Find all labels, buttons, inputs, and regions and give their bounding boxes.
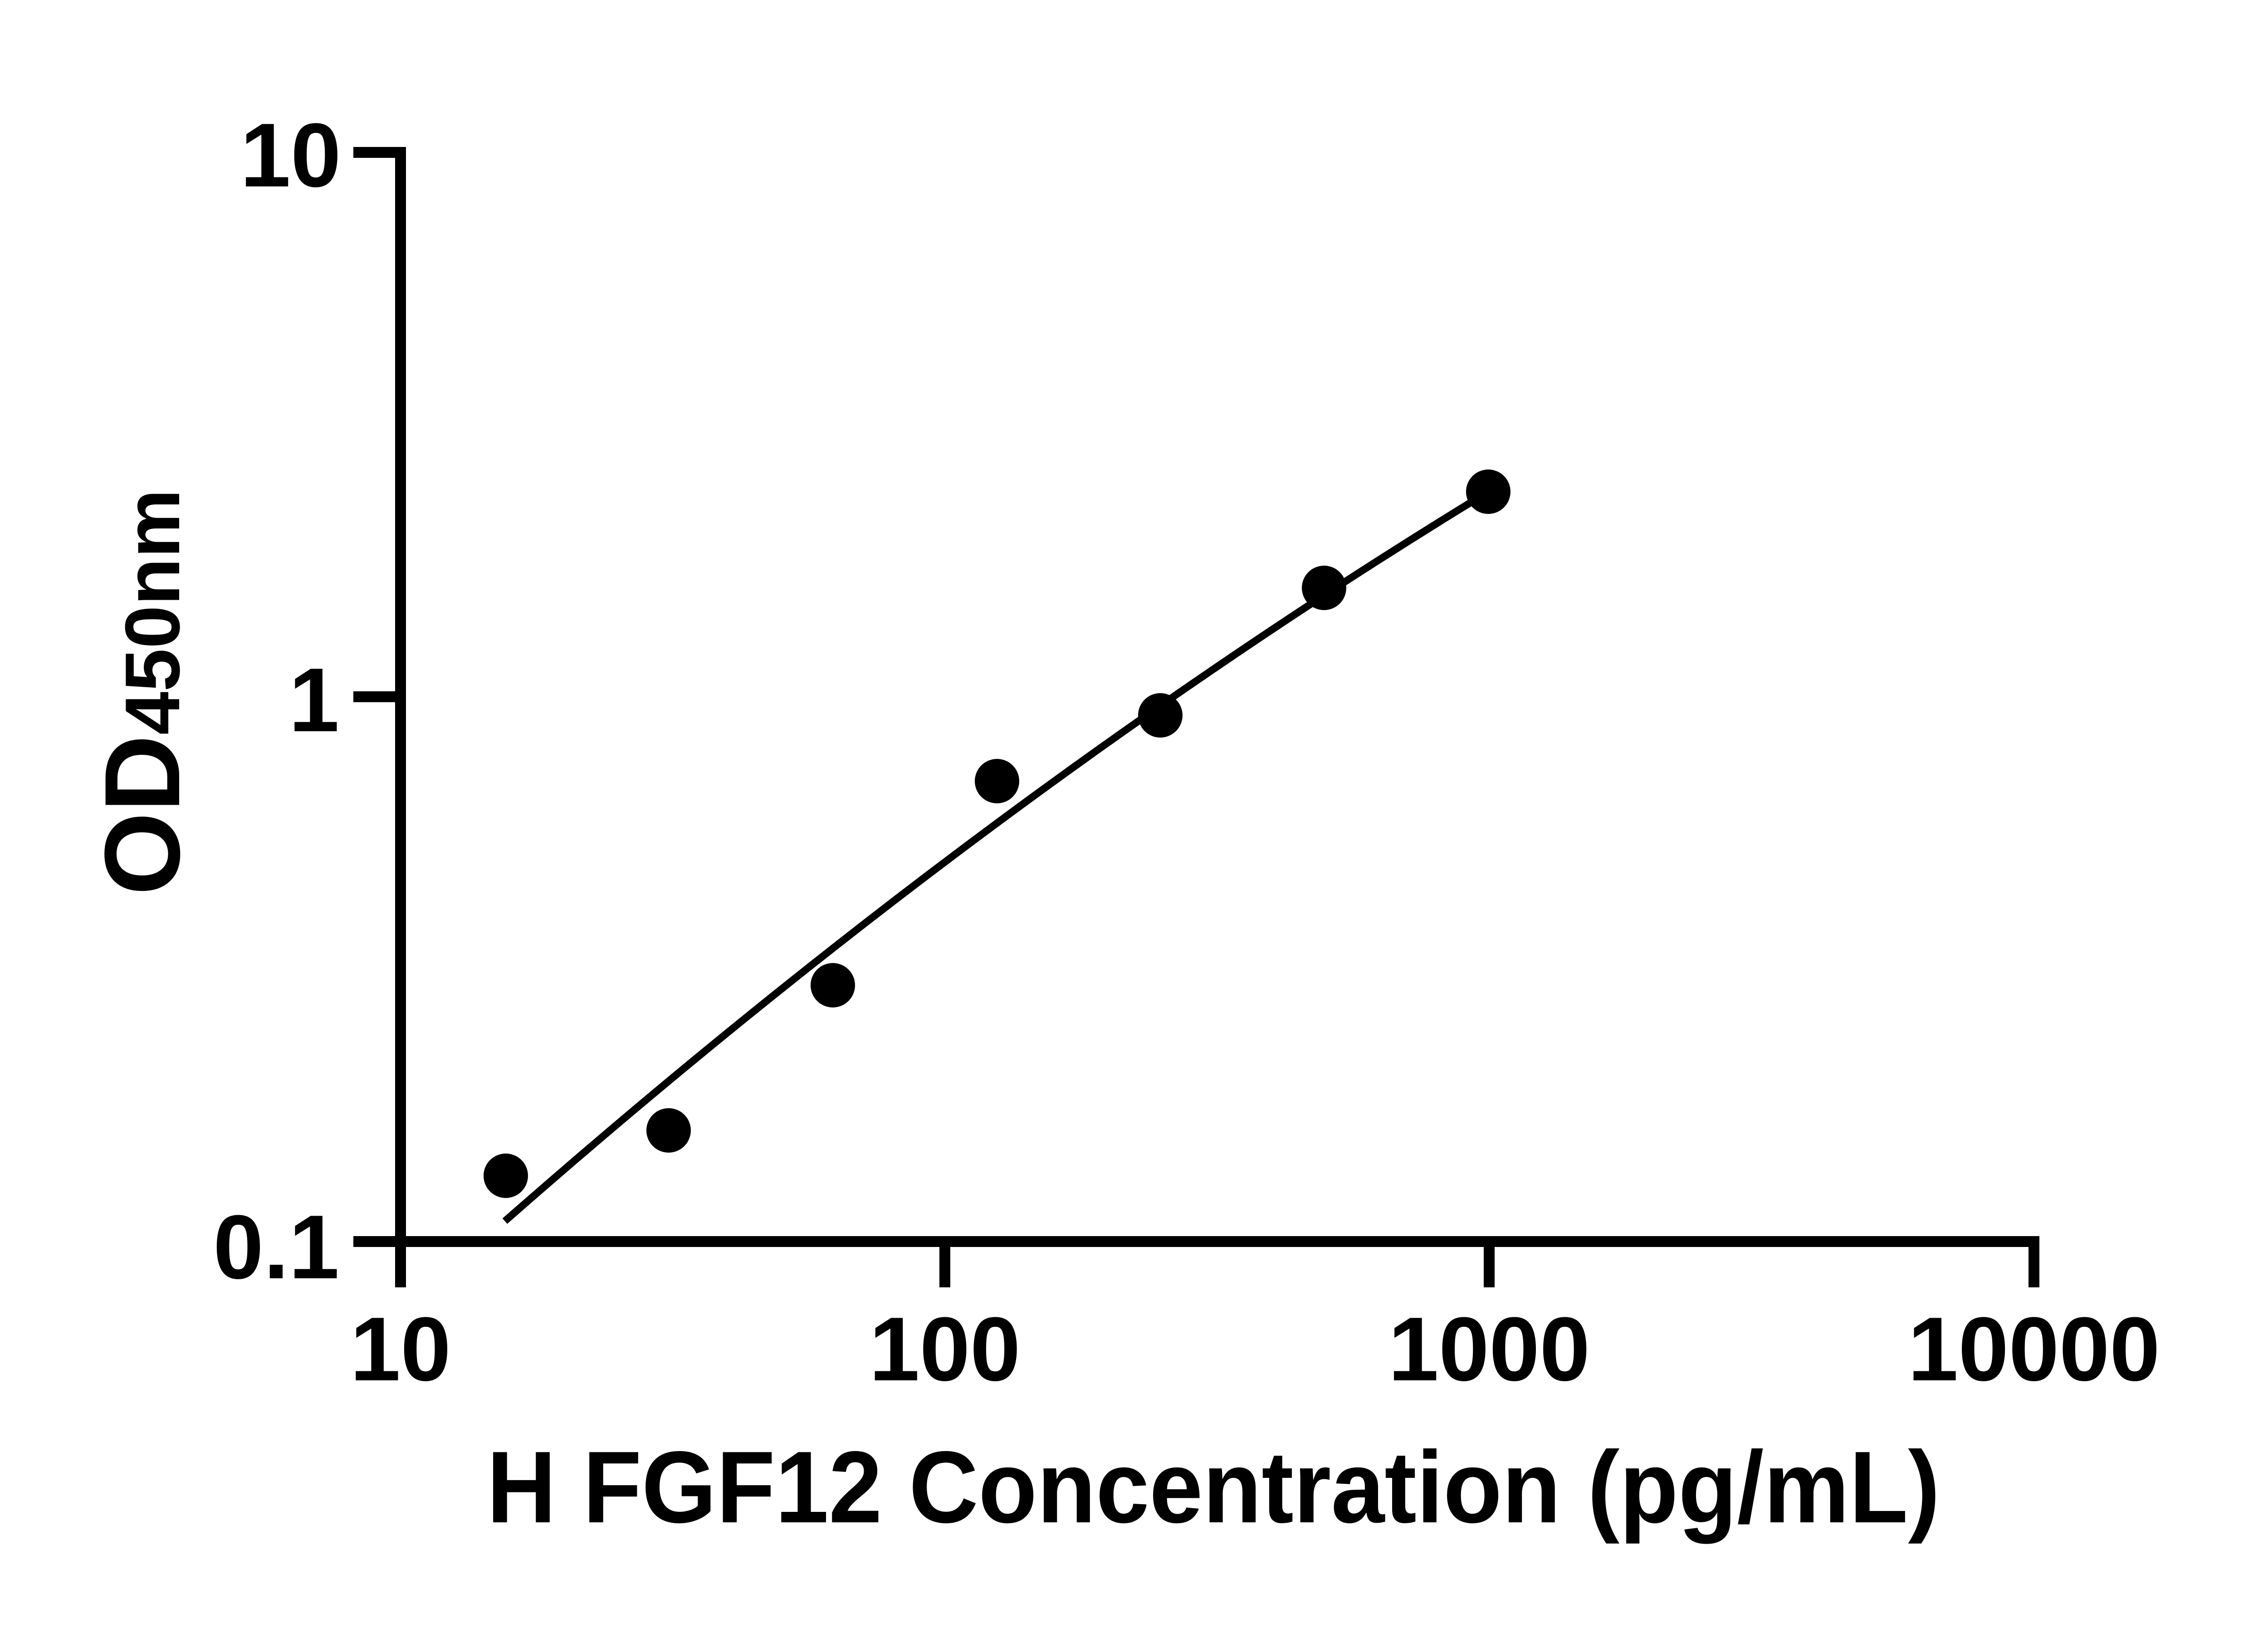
svg-text:100: 100	[869, 1299, 1021, 1400]
svg-text:10: 10	[350, 1299, 451, 1400]
svg-text:10: 10	[240, 105, 341, 206]
svg-text:0.1: 0.1	[213, 1197, 339, 1298]
svg-text:H FGF12 Concentration (pg/mL): H FGF12 Concentration (pg/mL)	[487, 1430, 1940, 1544]
svg-text:1000: 1000	[1388, 1299, 1590, 1400]
svg-text:10000: 10000	[1908, 1299, 2160, 1400]
svg-text:OD450nm: OD450nm	[83, 489, 202, 895]
svg-text:1: 1	[289, 650, 339, 751]
